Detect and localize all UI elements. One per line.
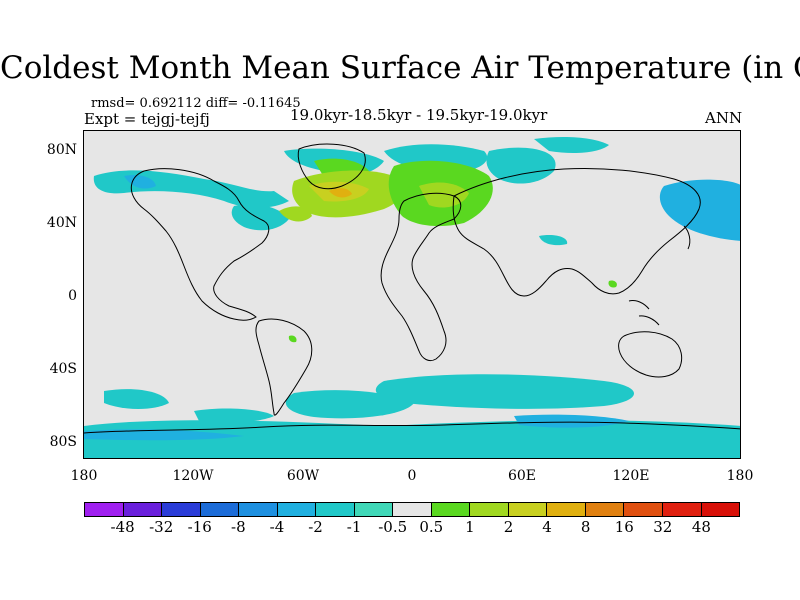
colorbar-label: -1 bbox=[346, 518, 362, 536]
colorbar-label: -16 bbox=[187, 518, 212, 536]
colorbar-label: -0.5 bbox=[378, 518, 408, 536]
colorbar-label: 4 bbox=[542, 518, 552, 536]
colorbar-swatch bbox=[239, 503, 278, 516]
colorbar-label: -32 bbox=[149, 518, 174, 536]
colorbar-swatch bbox=[624, 503, 663, 516]
season-label: ANN bbox=[705, 109, 743, 127]
colorbar-label: -4 bbox=[269, 518, 285, 536]
x-tick-120w: 120W bbox=[172, 468, 214, 484]
colorbar-swatch bbox=[662, 503, 702, 516]
colorbar bbox=[84, 502, 740, 517]
map-panel bbox=[83, 130, 741, 459]
y-tick-80n: 80N bbox=[46, 142, 77, 158]
anomaly-fields bbox=[84, 137, 740, 458]
colorbar-swatch bbox=[431, 503, 471, 516]
colorbar-swatch bbox=[508, 503, 548, 516]
x-tick-120e: 120E bbox=[612, 468, 650, 484]
colorbar-swatch bbox=[393, 503, 432, 516]
colorbar-label: 32 bbox=[653, 518, 673, 536]
stats-label: rmsd= 0.692112 diff= -0.11645 bbox=[91, 96, 301, 111]
y-tick-80s: 80S bbox=[49, 434, 77, 450]
colorbar-label: 0.5 bbox=[419, 518, 444, 536]
colorbar-label: 2 bbox=[503, 518, 514, 536]
y-tick-0: 0 bbox=[68, 288, 77, 304]
colorbar-label: -48 bbox=[110, 518, 135, 536]
x-tick-0: 0 bbox=[407, 468, 417, 484]
colorbar-swatch bbox=[354, 503, 394, 516]
colorbar-label: 1 bbox=[465, 518, 475, 536]
colorbar-label: 8 bbox=[580, 518, 591, 536]
colorbar-swatch bbox=[123, 503, 163, 516]
colorbar-swatch bbox=[85, 503, 124, 516]
experiment-label: Expt = tejgj-tejfj bbox=[84, 110, 210, 128]
colorbar-swatch bbox=[547, 503, 586, 516]
coastlines bbox=[84, 143, 740, 434]
colorbar-swatch bbox=[470, 503, 509, 516]
colorbar-label: 16 bbox=[614, 518, 634, 536]
colorbar-swatch bbox=[701, 503, 740, 516]
colorbar-swatch bbox=[277, 503, 317, 516]
x-tick-60w: 60W bbox=[286, 468, 320, 484]
colorbar-label: 48 bbox=[691, 518, 711, 536]
colorbar-label: -8 bbox=[231, 518, 246, 536]
x-tick-180e: 180 bbox=[726, 468, 754, 484]
colorbar-label: -2 bbox=[308, 518, 323, 536]
colorbar-swatch bbox=[200, 503, 240, 516]
y-tick-40s: 40S bbox=[49, 361, 77, 377]
plot-title: Coldest Month Mean Surface Air Temperatu… bbox=[0, 50, 800, 86]
subtitle-label: 19.0kyr-18.5kyr - 19.5kyr-19.0kyr bbox=[290, 106, 548, 124]
colorbar-swatch bbox=[585, 503, 625, 516]
x-tick-180w: 180 bbox=[70, 468, 98, 484]
x-tick-60e: 60E bbox=[507, 468, 537, 484]
colorbar-swatch bbox=[316, 503, 355, 516]
y-tick-40n: 40N bbox=[46, 215, 77, 231]
colorbar-swatch bbox=[162, 503, 201, 516]
